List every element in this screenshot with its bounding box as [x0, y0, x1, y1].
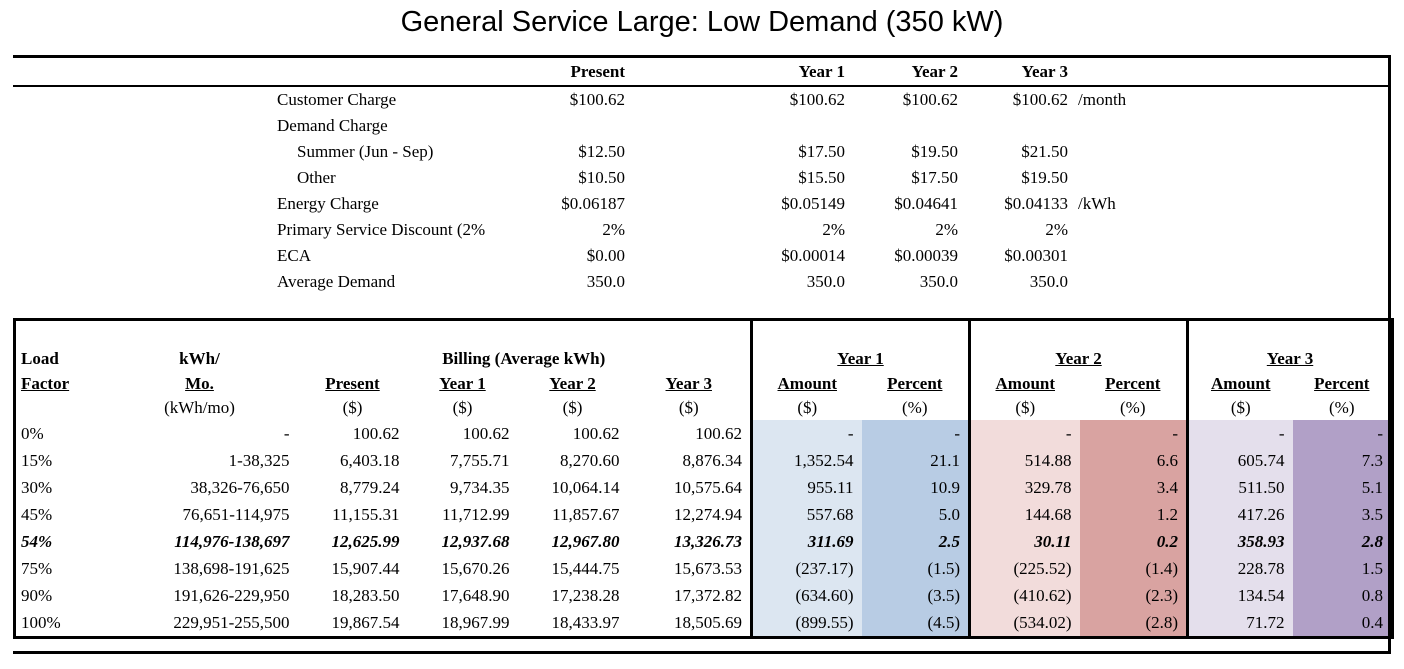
- rates-section: Present Year 1 Year 2 Year 3 Customer Ch…: [13, 55, 1391, 295]
- billing-row: 100% 229,951-255,500 19,867.54 18,967.99 18,…: [15, 609, 1393, 638]
- rate-unit: /month: [1078, 90, 1127, 109]
- header-group-year3: Year 3: [1186, 319, 1393, 371]
- rate-label: Primary Service Discount (2%: [277, 220, 486, 239]
- header-load: Load: [21, 349, 59, 368]
- rate-row: Other $10.50 $15.50 $17.50 $19.50: [13, 165, 1391, 191]
- rates-header-present: Present: [527, 56, 625, 87]
- rates-header-row: Present Year 1 Year 2 Year 3: [13, 56, 1391, 87]
- rate-row: Customer Charge $100.62 $100.62 $100.62 $100…: [13, 86, 1391, 113]
- rates-header-year2: Year 2: [845, 56, 958, 87]
- billing-row: 30% 38,326-76,650 8,779.24 9,734.35 10,064.1…: [15, 474, 1393, 501]
- billing-table: Load kWh/ Billing (Average kWh) Year 1 Y…: [13, 318, 1395, 639]
- rate-row: Summer (Jun - Sep) $12.50 $17.50 $19.50 $21.…: [13, 139, 1391, 165]
- billing-row: 90% 191,626-229,950 18,283.50 17,648.90 17,2…: [15, 582, 1393, 609]
- rates-table: Present Year 1 Year 2 Year 3 Customer Ch…: [13, 55, 1391, 295]
- rate-label: Energy Charge: [277, 194, 379, 213]
- header-y3-amount: Amount: [1186, 371, 1293, 396]
- header-year3: Year 3: [665, 373, 712, 393]
- header-present: Present: [325, 373, 380, 393]
- rate-row: Energy Charge $0.06187 $0.05149 $0.04641 $0.…: [13, 191, 1391, 217]
- unit-kwhmo: (kWh/mo): [164, 398, 235, 417]
- header-year1: Year 1: [439, 373, 486, 393]
- rate-row: Primary Service Discount (2% 2% 2% 2% 2%: [13, 217, 1391, 243]
- billing-row: 15% 1-38,325 6,403.18 7,755.71 8,270.60 8,876…: [15, 447, 1393, 474]
- rate-year3: $100.62: [1012, 90, 1068, 109]
- rate-label: Customer Charge: [277, 90, 397, 109]
- page-title: General Service Large: Low Demand (350 k…: [400, 6, 1004, 38]
- billing-header-row3: (kWh/mo) ($) ($) ($) ($) ($) (%) ($) (%)…: [15, 396, 1393, 420]
- header-mo: Mo.: [185, 373, 214, 393]
- rate-label: Demand Charge: [277, 116, 388, 135]
- rates-header-year1: Year 1: [735, 56, 845, 87]
- header-factor: Factor: [21, 373, 70, 393]
- rate-row: ECA $0.00 $0.00014 $0.00039 $0.00301: [13, 243, 1391, 269]
- right-edge-rule: [1388, 55, 1391, 654]
- header-y1-percent: Percent: [887, 373, 943, 393]
- billing-row: 45% 76,651-114,975 11,155.31 11,712.99 11,85…: [15, 501, 1393, 528]
- header-y2-amount: Amount: [968, 371, 1080, 396]
- rate-year1: $100.62: [789, 90, 845, 109]
- header-y2-percent: Percent: [1105, 373, 1161, 393]
- bottom-rule: [13, 651, 1391, 654]
- rate-label: Average Demand: [277, 272, 396, 291]
- rate-label: Other: [297, 168, 336, 187]
- rate-label: Summer (Jun - Sep): [297, 142, 434, 161]
- rate-row: Demand Charge: [13, 113, 1391, 139]
- billing-row: 75% 138,698-191,625 15,907.44 15,670.26 15,4…: [15, 555, 1393, 582]
- header-group-year1: Year 1: [750, 319, 970, 371]
- header-year2: Year 2: [549, 373, 596, 393]
- billing-header-row2: Factor Mo. Present Year 1 Year 2 Year 3 …: [15, 371, 1393, 396]
- rate-row: Average Demand 350.0 350.0 350.0 350.0: [13, 269, 1391, 295]
- rate-year2: $100.62: [902, 90, 958, 109]
- header-billing-group: Billing (Average kWh): [442, 349, 606, 368]
- rate-present: $100.62: [569, 90, 625, 109]
- header-kwh: kWh/: [179, 349, 220, 368]
- billing-section: Load kWh/ Billing (Average kWh) Year 1 Y…: [13, 318, 1395, 639]
- billing-header-row1: Load kWh/ Billing (Average kWh) Year 1 Y…: [15, 319, 1393, 371]
- header-y3-percent: Percent: [1314, 373, 1370, 393]
- billing-row: 0% -100.62 100.62 100.62 100.62- - - - - -: [15, 420, 1393, 447]
- billing-row-emphasized: 54% 114,976-138,697 12,625.99 12,937.68 12,9…: [15, 528, 1393, 555]
- rate-label: ECA: [277, 246, 311, 265]
- header-group-year2: Year 2: [968, 319, 1188, 371]
- rates-header-year3: Year 3: [958, 56, 1068, 87]
- header-y1-amount: Amount: [750, 371, 862, 396]
